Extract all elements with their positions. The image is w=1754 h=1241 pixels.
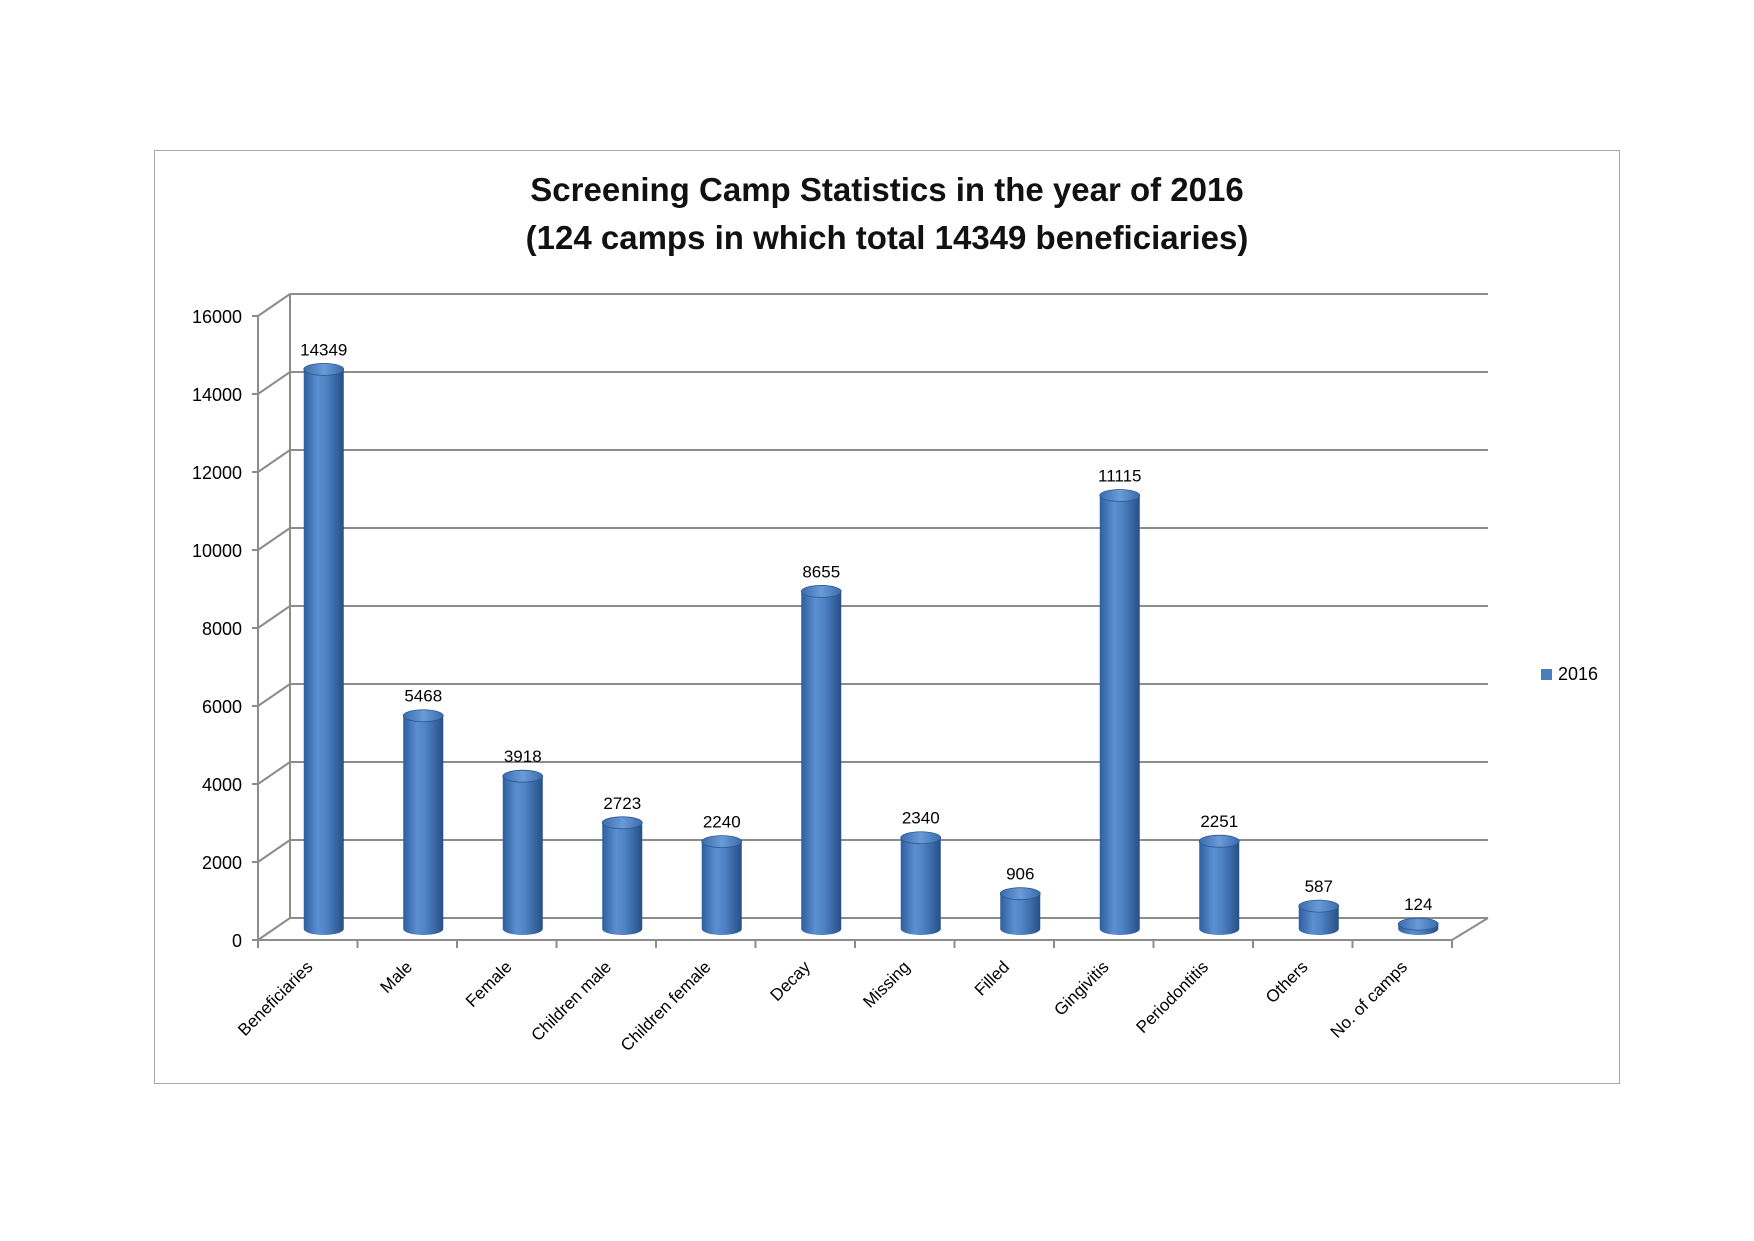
x-tick-labels: Beneficiaries Male Female Children male Chil… (234, 957, 1411, 1055)
bar (601, 816, 643, 935)
x-tick-label: Beneficiaries (234, 957, 316, 1039)
data-label: 3918 (504, 747, 542, 766)
x-tick-label: Missing (859, 957, 913, 1011)
x-tick-label: No. of camps (1327, 957, 1411, 1041)
bar-body (1099, 495, 1140, 936)
bar (1198, 834, 1240, 936)
gridlines (257, 293, 1488, 941)
x-tick-label: Children female (617, 957, 715, 1055)
bar-cap (1298, 899, 1340, 913)
bar-body (701, 841, 742, 936)
gridline-depth (257, 371, 291, 395)
bar (402, 709, 444, 936)
x-tick-label: Gingivitis (1050, 957, 1112, 1019)
y-tick-label: 6000 (202, 697, 242, 717)
bar-cap (502, 769, 544, 783)
data-label: 124 (1404, 895, 1432, 914)
x-axis-depth-line (1451, 917, 1489, 941)
y-tick-label: 4000 (202, 775, 242, 795)
data-label: 2240 (703, 813, 741, 832)
bar (502, 769, 544, 936)
data-label: 2723 (603, 794, 641, 813)
gridline-depth (257, 527, 291, 551)
data-labels: 14349 5468 3918 2723 2240 8655 2340 906 11115 225… (300, 340, 1432, 914)
bar-body (303, 369, 344, 936)
gridline-depth (257, 917, 291, 941)
x-tick-label: Decay (767, 957, 815, 1005)
gridline-depth (257, 761, 291, 785)
data-label: 2340 (902, 809, 940, 828)
bar-body (801, 591, 842, 936)
bar (1099, 489, 1141, 936)
data-label: 2251 (1200, 812, 1238, 831)
bars (303, 362, 1439, 936)
y-tick-label: 12000 (192, 463, 242, 483)
data-label: 5468 (404, 687, 442, 706)
chart-title-block: Screening Camp Statistics in the year of… (154, 166, 1620, 262)
chart-frame (154, 150, 1620, 1084)
chart-title: Screening Camp Statistics in the year of… (530, 171, 1244, 208)
x-tick-label: Filled (971, 957, 1013, 999)
bar-body (1000, 893, 1041, 936)
gridline-depth (257, 449, 291, 473)
bar-body (502, 776, 543, 936)
x-tick-label: Female (462, 957, 516, 1011)
bar (999, 887, 1041, 936)
y-tick-label: 16000 (192, 307, 242, 327)
x-tick-label: Children male (527, 957, 615, 1045)
data-label: 14349 (300, 340, 347, 359)
gridline-depth (257, 293, 291, 317)
y-tick-label: 0 (232, 931, 242, 951)
bar (1397, 917, 1439, 936)
bar-cap (303, 362, 345, 376)
data-label: 587 (1305, 877, 1333, 896)
bar-cap (1397, 917, 1439, 931)
chart-subtitle: (124 camps in which total 14349 benefici… (525, 219, 1249, 256)
gridline-depth (257, 605, 291, 629)
x-tick-label: Others (1262, 957, 1312, 1007)
bar (701, 835, 743, 936)
legend: 2016 (1541, 664, 1598, 685)
bar-body (1298, 906, 1339, 936)
bar (1298, 899, 1340, 936)
y-tick-label: 14000 (192, 385, 242, 405)
bar (800, 585, 842, 936)
y-tick-label: 2000 (202, 853, 242, 873)
gridline-depth (257, 839, 291, 863)
legend-label: 2016 (1558, 664, 1599, 684)
y-tick-labels: 0 2000 4000 6000 8000 10000 12000 14000 16000 (192, 307, 242, 951)
bar-cap (1099, 489, 1141, 502)
data-label: 8655 (802, 562, 840, 581)
legend-swatch (1541, 669, 1552, 680)
axes (252, 294, 1489, 948)
gridline-depth (257, 683, 291, 707)
bar-body (602, 822, 643, 935)
bar-body (403, 715, 444, 936)
bar-cap (900, 831, 942, 845)
bar-cap (800, 585, 842, 598)
bar-body (900, 837, 941, 936)
bar-cap (402, 709, 444, 723)
data-label: 906 (1006, 865, 1034, 884)
y-tick-label: 8000 (202, 619, 242, 639)
bar-body (1199, 841, 1240, 936)
y-tick-label: 10000 (192, 541, 242, 561)
data-label: 11115 (1098, 467, 1142, 486)
bar (303, 362, 345, 936)
bar-cap (1198, 834, 1240, 848)
x-tick-label: Male (377, 957, 416, 996)
bar-cap (701, 835, 743, 849)
bar (900, 831, 942, 936)
bar-cap (999, 887, 1041, 901)
bar-cap (601, 816, 643, 830)
x-tick-label: Periodontitis (1132, 957, 1212, 1037)
